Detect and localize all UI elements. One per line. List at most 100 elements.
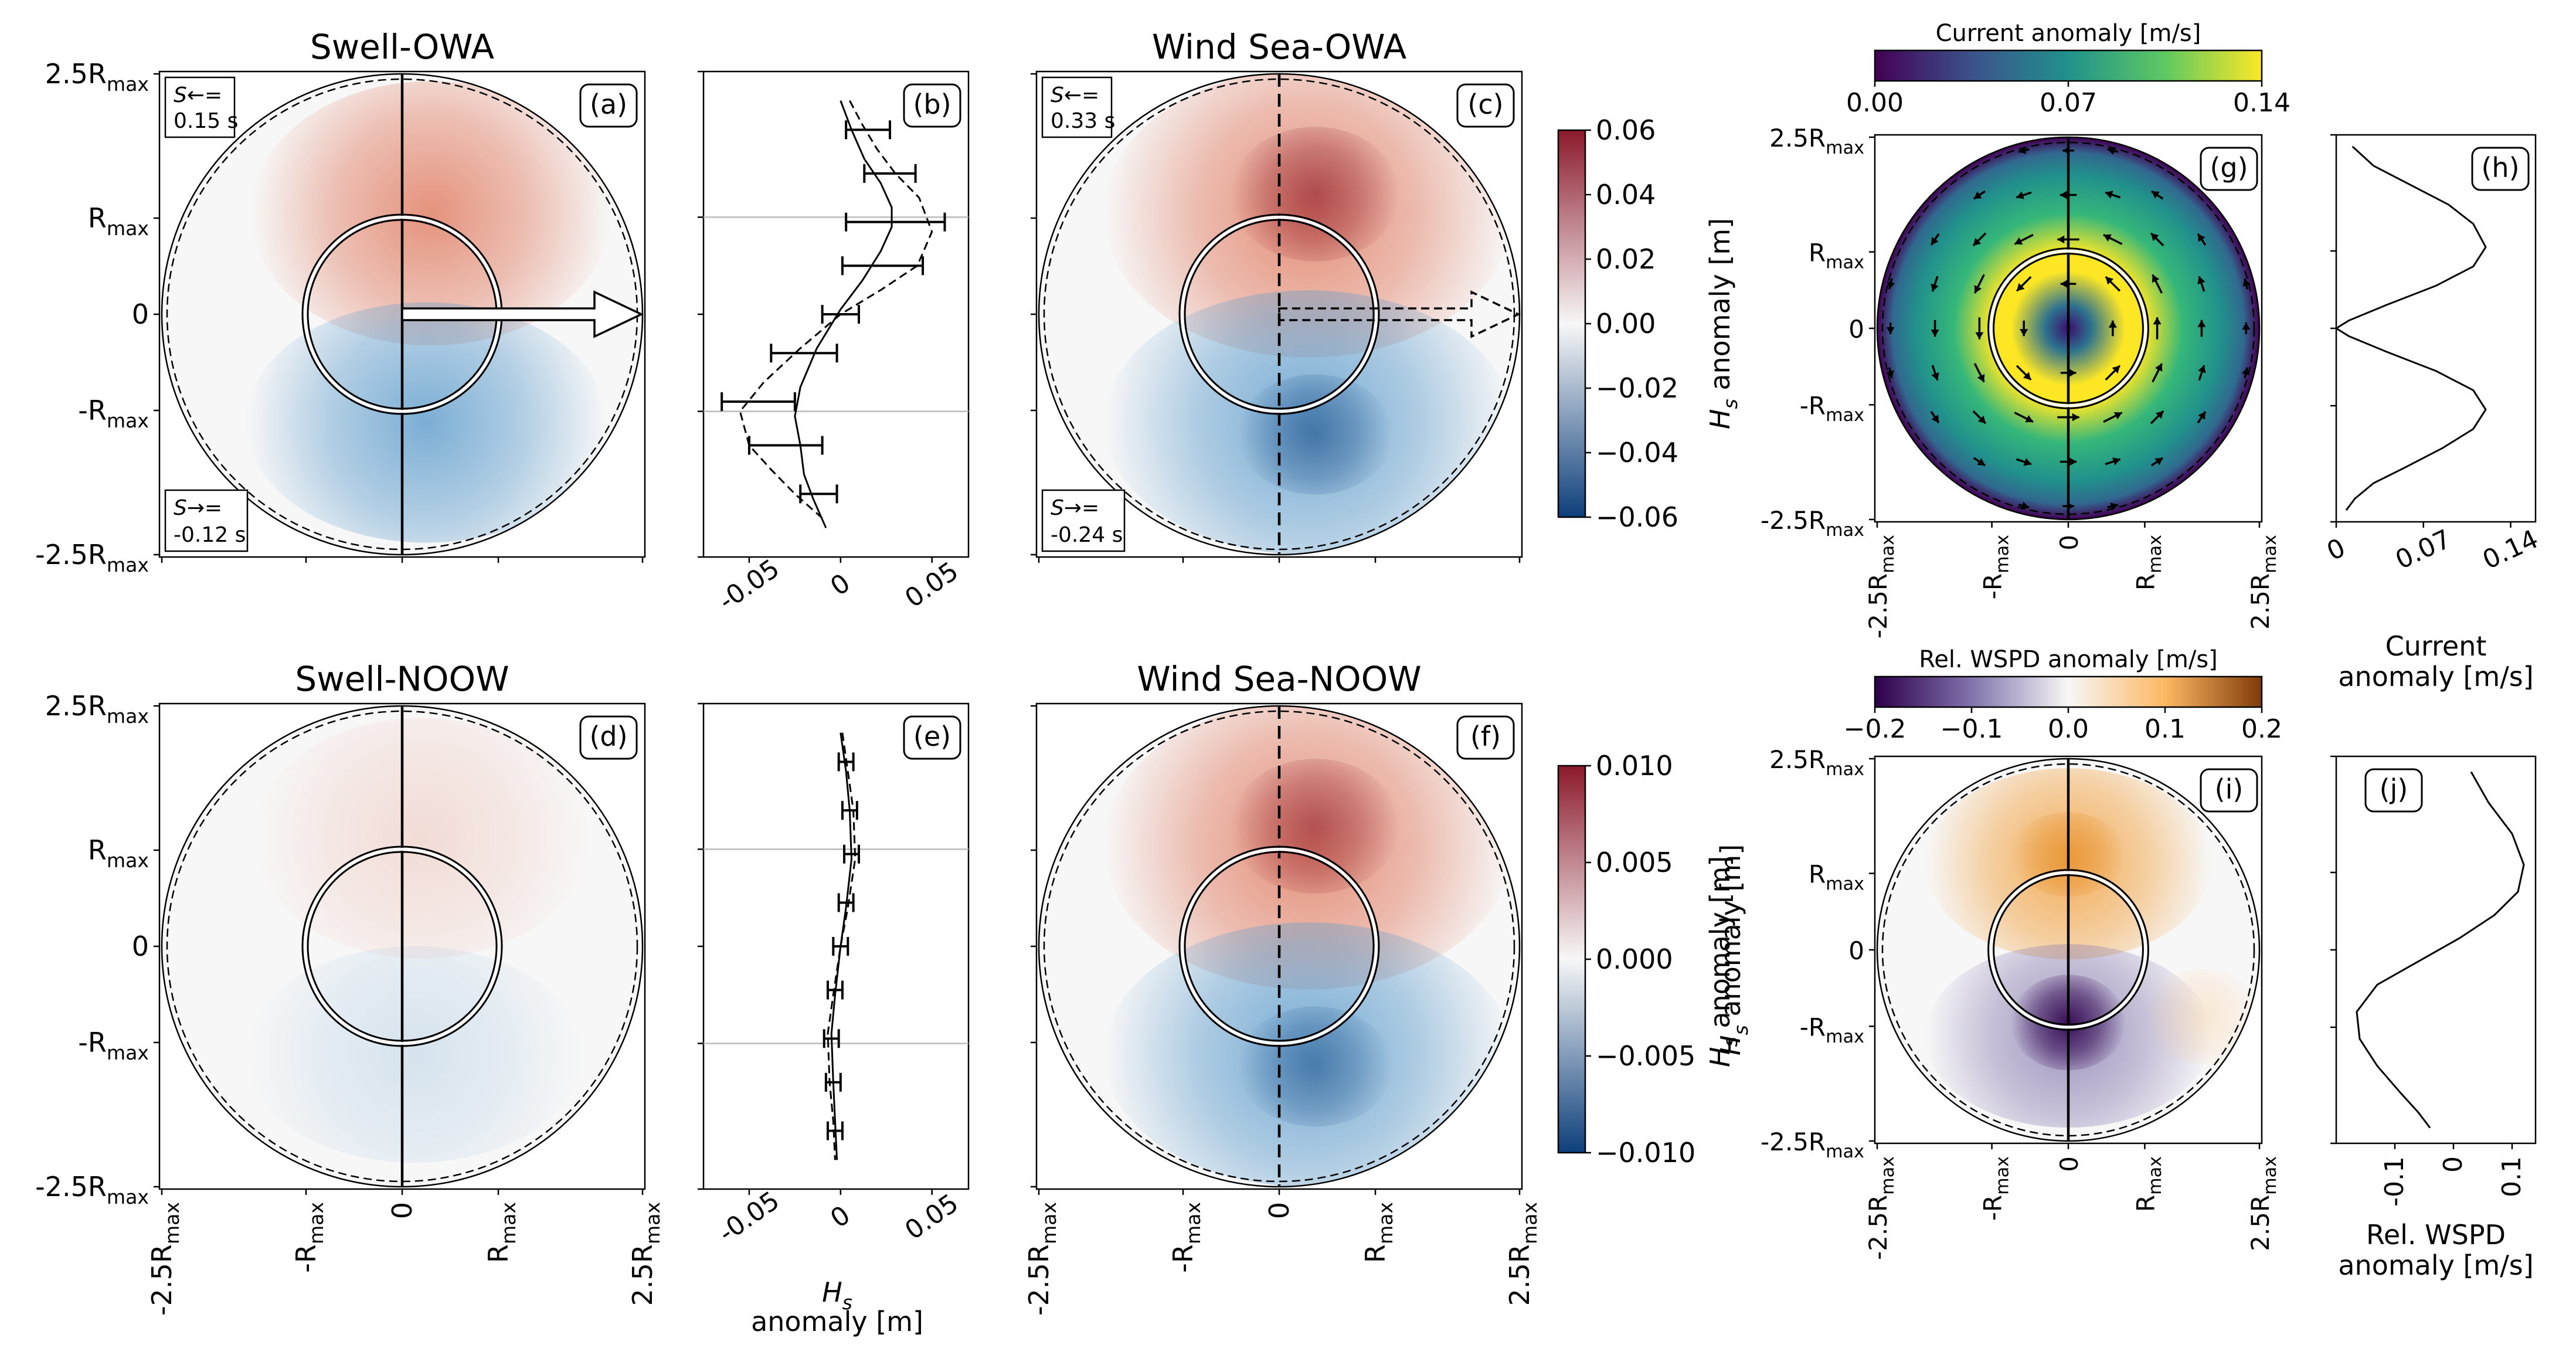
panel-letter-box (2364, 768, 2423, 813)
tick-label-sub: max (161, 1202, 183, 1244)
outer-circle-dashed (1043, 78, 1515, 551)
colorbar-gradient (1874, 49, 2263, 82)
heatmap-blob (246, 946, 583, 1163)
panel-letter-box (903, 83, 961, 128)
colorbar-tick-label: −0.04 (1596, 437, 1678, 468)
rmax-ring-outer (1987, 247, 2149, 409)
y-tick-label: 0 (1848, 315, 1864, 344)
j-xlabel-line1: Rel. WSPD (2366, 1219, 2506, 1251)
quiver-arrow-head (2023, 372, 2031, 380)
x-tick-label: 2.5Rmax (2246, 1156, 2281, 1251)
y-tick-label: -Rmax (78, 395, 149, 432)
label-sub: s (842, 1291, 852, 1314)
heatmap-blob (246, 302, 607, 543)
tick-label-main: 2.5R (2246, 573, 2275, 630)
quiver-arrow-head (2112, 365, 2120, 374)
annot-upwind-label: S←= (1051, 83, 1099, 107)
quiver-arrow-head (1977, 415, 1986, 424)
tick-label-sub: max (2260, 1156, 2281, 1195)
tick-label-sub: max (2145, 1156, 2166, 1195)
panel-letter-box (579, 715, 638, 760)
colorbar-tick-label: −0.1 (1941, 714, 2003, 744)
tick-label-main: R (482, 1244, 514, 1263)
x-tick-label: 2.5Rmax (1504, 1202, 1541, 1306)
rmax-ring-inner (307, 851, 498, 1042)
x-tick-label: 0.05 (900, 556, 964, 614)
propagation-arrow (1278, 290, 1521, 338)
y-tick-label: 2.5Rmax (45, 690, 149, 728)
annot-downwind-value: -0.24 s (1051, 523, 1123, 547)
panel-letter-box (1456, 715, 1515, 760)
tick-label-main: -R (78, 395, 107, 426)
colorbar-tick-label: −0.02 (1596, 372, 1678, 404)
x-tick-label: 0 (2055, 1156, 2084, 1172)
heatmap-blob (1231, 127, 1399, 262)
quiver-arrow-head (2062, 146, 2070, 155)
axes-frame (2335, 755, 2537, 1145)
label-sub: s (1729, 1025, 1752, 1035)
quiver-arrow-head (2150, 233, 2159, 242)
panel-letter: (b) (913, 89, 951, 120)
quiver-arrow-head (1973, 237, 1982, 246)
panel-letter-box (1456, 83, 1515, 128)
colorbar-tick-label: 0.0 (2048, 714, 2089, 744)
tick-label-main: 2.5R (1504, 1244, 1535, 1306)
x-tick-label: Rmax (482, 1202, 520, 1263)
series-line-solid (2356, 771, 2525, 1129)
heatmap-blob (253, 718, 590, 959)
panel-letter-box (2200, 147, 2258, 191)
quiver-arrow-head (2057, 235, 2065, 244)
panel-c: S←=0.33 s S→= -0.24 s (c) Wind Sea-OWA (1031, 27, 1523, 563)
y-tick-label: -Rmax (1800, 391, 1864, 426)
tick-label-sub: max (1038, 1202, 1061, 1244)
panel-i: (i)2.5RmaxRmax0-Rmax-2.5Rmax-2.5Rmax-Rma… (1761, 745, 2281, 1260)
x-tick-label: 0 (825, 1200, 855, 1234)
quiver-arrow-head (2107, 147, 2116, 155)
tick-label-main: 2.5R (45, 58, 107, 90)
panel-letter: (c) (1467, 89, 1503, 120)
tick-label-main: R (2131, 1195, 2160, 1212)
tick-label-main: 2.5R (2246, 1195, 2275, 1251)
x-tick-label: Rmax (2131, 535, 2166, 590)
label-rest: anomaly [m] (1704, 856, 1736, 1037)
tick-label-main: R (1809, 860, 1826, 889)
label-main: H (1704, 1047, 1736, 1068)
colorbar-tick-label: 0.00 (1596, 308, 1656, 339)
panel-letter-box (903, 715, 961, 760)
y-tick-label: -Rmax (1800, 1013, 1864, 1047)
y-tick-label: 2.5Rmax (45, 58, 149, 96)
x-tick-label: 0.1 (2497, 1156, 2527, 1197)
y-tick-label: 0 (132, 298, 149, 330)
annot-box-downwind (164, 489, 249, 552)
quiver-arrow-head (2105, 277, 2114, 285)
tick-label-sub: max (1992, 1156, 2013, 1195)
colorbar-bottom: 0.010 0.005 0.000 −0.005 −0.010 (1557, 750, 1695, 1169)
tick-label-sub: max (641, 1202, 664, 1244)
x-tick-label: 2.5Rmax (627, 1202, 664, 1306)
series-line-solid (2335, 145, 2487, 511)
tick-label-sub: max (1182, 1202, 1205, 1244)
annot-box-upwind (164, 76, 236, 138)
x-tick-label: -2.5Rmax (1864, 535, 1898, 639)
colorbar-gradient (1557, 129, 1586, 518)
rmax-ring-gap (1181, 216, 1378, 413)
quiver-arrow-head (2198, 233, 2205, 242)
rmax-ring-outer (1178, 213, 1380, 415)
x-tick-label: 0 (2438, 1156, 2468, 1173)
quiver-arrow-head (2072, 413, 2079, 422)
colorbar-tick-label: 0.14 (2233, 88, 2290, 118)
quiver-arrow-head (2241, 367, 2250, 376)
panel-title: Wind Sea-OWA (1152, 27, 1407, 67)
quiver-arrow-head (2197, 276, 2205, 284)
quiver-arrow-head (2016, 191, 2024, 199)
x-tick-label: -Rmax (1979, 535, 2013, 599)
panel-e: (e) -0.05 0 0.05 (698, 702, 970, 1248)
tick-label-main: -R (1167, 1244, 1199, 1273)
quiver-arrow-head (2060, 280, 2068, 288)
quiver-arrow-head (2113, 412, 2122, 420)
x-tick-label: -2.5Rmax (1023, 1202, 1061, 1316)
panel-letter: (h) (2481, 152, 2519, 184)
y-tick-label: -2.5Rmax (1761, 1128, 1864, 1162)
quiver-arrow-head (1931, 330, 1939, 337)
